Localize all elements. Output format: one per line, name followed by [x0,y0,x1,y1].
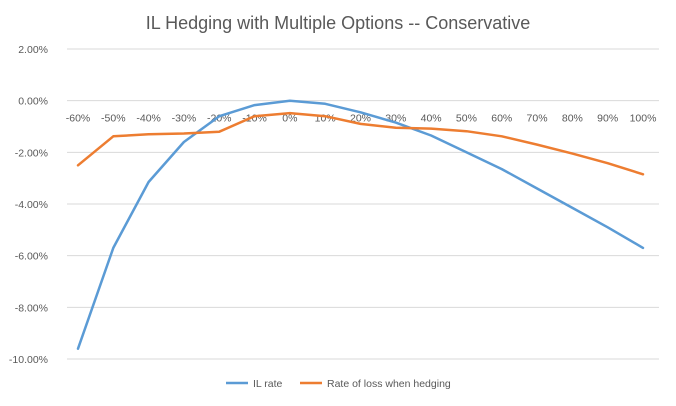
y-tick-label: -8.00% [15,302,48,314]
legend-label: IL rate [253,378,283,390]
x-tick-label: 90% [597,113,618,125]
chart-title: IL Hedging with Multiple Options -- Cons… [146,13,531,33]
y-tick-label: 2.00% [18,44,48,56]
legend-label: Rate of loss when hedging [327,378,451,390]
x-tick-label: 50% [456,113,477,125]
x-tick-label: -40% [136,113,161,125]
gridlines [67,48,659,360]
y-tick-label: -4.00% [15,199,48,211]
x-tick-label: -30% [172,113,197,125]
y-tick-label: -10.00% [9,354,48,366]
series-line-il-rate [76,99,645,350]
x-tick-label: 0% [282,113,297,125]
series-line-rate-of-loss-when-hedging [76,111,645,176]
series-lines [76,99,645,350]
y-tick-label: -2.00% [15,147,48,159]
x-axis-tick-labels: -60% -50% -40% -30% -20% -10% 0% 10% 20% 30% 40% 50… [66,113,657,125]
x-tick-label: 60% [491,113,512,125]
y-tick-label: -6.00% [15,251,48,263]
x-tick-label: 80% [562,113,583,125]
legend: IL rate Rate of loss when hedging [226,378,451,390]
x-tick-label: 100% [630,113,657,125]
x-tick-label: -60% [66,113,91,125]
x-tick-label: -50% [101,113,126,125]
y-tick-label: 0.00% [18,96,48,108]
x-tick-label: 70% [527,113,548,125]
y-axis-tick-labels: 2.00% 0.00% -2.00% -4.00% -6.00% -8.00% -10.00… [9,44,48,366]
x-tick-label: 40% [421,113,442,125]
